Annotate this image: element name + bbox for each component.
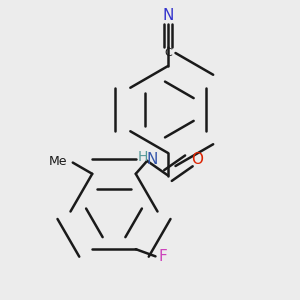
Text: Me: Me — [48, 154, 67, 168]
Text: N: N — [147, 152, 158, 167]
Text: H: H — [137, 150, 148, 164]
Text: N: N — [162, 8, 174, 23]
Text: C: C — [164, 48, 172, 58]
Text: O: O — [191, 152, 203, 167]
Text: F: F — [159, 250, 167, 265]
